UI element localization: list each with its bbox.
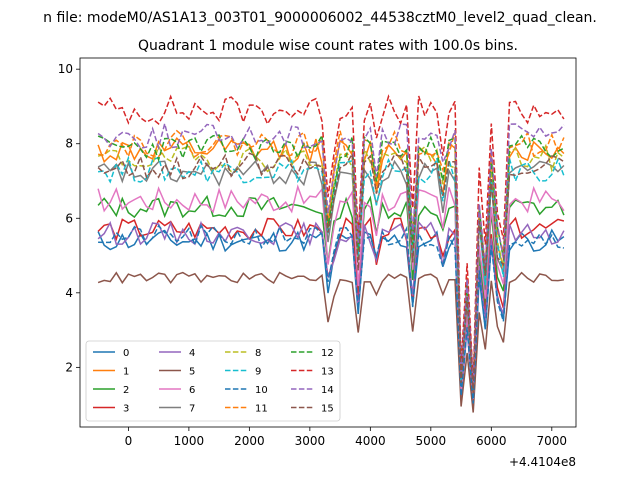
y-tick-label: 8 bbox=[65, 137, 73, 151]
x-axis: 0 1000 2000 3000 4000 5000 6000 7000 bbox=[125, 427, 568, 448]
legend-label-9: 9 bbox=[255, 367, 261, 378]
x-tick-label: 0 bbox=[125, 434, 133, 448]
legend-label-10: 10 bbox=[255, 385, 268, 396]
series-line-14 bbox=[97, 123, 565, 388]
y-tick-label: 2 bbox=[65, 360, 73, 374]
legend-label-15: 15 bbox=[321, 404, 334, 415]
legend-box bbox=[85, 340, 341, 422]
x-tick-label: 3000 bbox=[295, 434, 326, 448]
series-line-7 bbox=[97, 159, 565, 395]
legend-label-14: 14 bbox=[321, 385, 334, 396]
legend-label-8: 8 bbox=[255, 348, 261, 359]
series-line-13 bbox=[97, 94, 565, 383]
legend-label-4: 4 bbox=[189, 348, 195, 359]
x-offset-text: +4.4104e8 bbox=[509, 455, 576, 469]
y-tick-label: 10 bbox=[58, 62, 73, 76]
legend-label-13: 13 bbox=[321, 367, 334, 378]
series-line-5 bbox=[97, 271, 565, 413]
y-axis: 2 4 6 8 10 bbox=[58, 62, 80, 374]
x-tick-label: 5000 bbox=[416, 434, 447, 448]
figure-suptitle: n file: modeM0/AS1A13_003T01_9000006002_… bbox=[43, 10, 597, 26]
chart-title: Quadrant 1 module wise count rates with … bbox=[138, 38, 518, 54]
legend-label-3: 3 bbox=[123, 404, 129, 415]
legend-label-0: 0 bbox=[123, 348, 129, 359]
series-line-10 bbox=[98, 224, 565, 404]
x-tick-label: 6000 bbox=[476, 434, 507, 448]
y-tick-label: 6 bbox=[65, 211, 73, 225]
series-line-15 bbox=[97, 151, 565, 394]
y-tick-label: 4 bbox=[65, 286, 73, 300]
legend-label-12: 12 bbox=[321, 348, 334, 359]
plot-area bbox=[97, 94, 565, 413]
legend-label-1: 1 bbox=[123, 367, 129, 378]
legend-label-11: 11 bbox=[255, 404, 268, 415]
axes-frame bbox=[79, 57, 577, 428]
x-tick-label: 4000 bbox=[355, 434, 386, 448]
legend-label-6: 6 bbox=[189, 385, 195, 396]
x-tick-label: 7000 bbox=[537, 434, 568, 448]
legend-label-7: 7 bbox=[189, 404, 195, 415]
x-tick-label: 1000 bbox=[174, 434, 205, 448]
x-tick-label: 2000 bbox=[234, 434, 265, 448]
legend-label-2: 2 bbox=[123, 385, 129, 396]
legend-label-5: 5 bbox=[189, 367, 195, 378]
series-line-12 bbox=[97, 133, 565, 389]
